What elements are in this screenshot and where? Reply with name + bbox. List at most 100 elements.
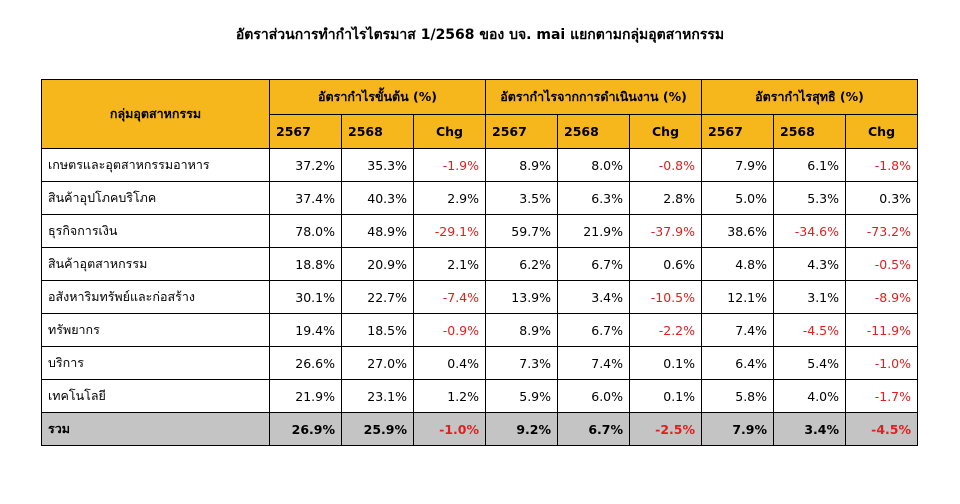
value-cell: -1.0% [412, 412, 487, 446]
value-cell: 9.2% [485, 412, 559, 446]
value-cell: 18.5% [341, 313, 414, 347]
value-cell: 12.1% [701, 280, 775, 314]
value-cell: 20.9% [341, 247, 414, 281]
value-cell: 5.0% [701, 181, 775, 215]
value-cell: 6.1% [773, 148, 847, 182]
value-cell: 5.9% [485, 379, 559, 413]
value-cell: -1.9% [412, 148, 487, 182]
value-cell: 5.8% [701, 379, 775, 413]
value-cell: 6.7% [557, 247, 631, 281]
table-row: สินค้าอุตสาหกรรม 18.8% 20.9% 2.1% 6.2% 6.7% 0.… [41, 247, 919, 281]
value-cell: -2.5% [629, 412, 703, 446]
value-cell: 1.2% [412, 379, 487, 413]
value-cell: -0.9% [412, 313, 487, 347]
value-cell: -4.5% [773, 313, 847, 347]
value-cell: 21.9% [557, 214, 631, 248]
value-cell: 37.2% [269, 148, 342, 182]
operating-margin-header: อัตรากำไรจากการดำเนินงาน (%) [485, 79, 703, 115]
year-header: 2567 [701, 114, 775, 149]
value-cell: -1.7% [845, 379, 919, 413]
year-header: 2567 [485, 114, 559, 149]
industry-name-cell: สินค้าอุปโภคบริโภค [41, 181, 270, 215]
value-cell: 6.3% [557, 181, 631, 215]
value-cell: -2.2% [629, 313, 703, 347]
value-cell: 19.4% [269, 313, 342, 347]
value-cell: 5.4% [773, 346, 847, 380]
value-cell: 48.9% [341, 214, 414, 248]
industry-column-header: กลุ่มอุตสาหกรรม [41, 79, 270, 149]
table-row: เทคโนโลยี 21.9% 23.1% 1.2% 5.9% 6.0% 0.1% 5.8% 4… [41, 379, 919, 413]
industry-name-cell: ธุรกิจการเงิน [41, 214, 270, 248]
table-row: อสังหาริมทรัพย์และก่อสร้าง 30.1% 22.7% -7.4… [41, 280, 919, 314]
value-cell: 2.8% [629, 181, 703, 215]
page-title: อัตราส่วนการทำกำไรไตรมาส 1/2568 ของ บจ. … [235, 27, 725, 43]
value-cell: 30.1% [269, 280, 342, 314]
industry-name-cell: ทรัพยากร [41, 313, 270, 347]
year-header: 2568 [773, 114, 847, 149]
industry-name-cell: รวม [41, 412, 270, 446]
value-cell: 0.3% [845, 181, 919, 215]
header-row-years: 2567 2568 Chg 2567 2568 Chg 2567 2568 Ch… [42, 114, 919, 149]
value-cell: 0.1% [629, 379, 703, 413]
value-cell: 13.9% [485, 280, 559, 314]
table-body: เกษตรและอุตสาหกรรมอาหาร 37.2% 35.3% -1.9% 8.… [41, 148, 919, 446]
table-row: สินค้าอุปโภคบริโภค 37.4% 40.3% 2.9% 3.5% 6.3%… [41, 181, 919, 215]
value-cell: 78.0% [269, 214, 342, 248]
value-cell: -1.0% [845, 346, 919, 380]
value-cell: 27.0% [341, 346, 414, 380]
value-cell: 2.1% [412, 247, 487, 281]
industry-name-cell: บริการ [41, 346, 270, 380]
value-cell: 3.4% [557, 280, 631, 314]
value-cell: 0.6% [629, 247, 703, 281]
gross-margin-header: อัตรากำไรขั้นต้น (%) [268, 79, 487, 115]
value-cell: 4.3% [773, 247, 847, 281]
net-margin-header: อัตรากำไรสุทธิ (%) [701, 79, 919, 115]
chg-header: Chg [845, 114, 919, 149]
value-cell: 7.3% [485, 346, 559, 380]
value-cell: -0.5% [845, 247, 919, 281]
value-cell: 8.0% [557, 148, 631, 182]
value-cell: 6.0% [557, 379, 631, 413]
year-header: 2568 [557, 114, 631, 149]
profitability-table: กลุ่มอุตสาหกรรม อัตรากำไรขั้นต้น (%) อัต… [41, 79, 919, 446]
value-cell: 18.8% [269, 247, 342, 281]
value-cell: 7.4% [557, 346, 631, 380]
industry-name-cell: เทคโนโลยี [41, 379, 270, 413]
value-cell: 4.8% [701, 247, 775, 281]
value-cell: -73.2% [845, 214, 919, 248]
value-cell: 40.3% [341, 181, 414, 215]
value-cell: 35.3% [341, 148, 414, 182]
value-cell: -10.5% [629, 280, 703, 314]
value-cell: -37.9% [629, 214, 703, 248]
value-cell: 5.3% [773, 181, 847, 215]
value-cell: -1.8% [845, 148, 919, 182]
value-cell: 37.4% [269, 181, 342, 215]
table-row: ธุรกิจการเงิน 78.0% 48.9% -29.1% 59.7% 21.9% -… [41, 214, 919, 248]
value-cell: 7.9% [701, 412, 775, 446]
value-cell: 4.0% [773, 379, 847, 413]
value-cell: 8.9% [485, 313, 559, 347]
header-row-groups: กลุ่มอุตสาหกรรม อัตรากำไรขั้นต้น (%) อัต… [41, 79, 919, 149]
value-cell: 2.9% [412, 181, 487, 215]
industry-name-cell: เกษตรและอุตสาหกรรมอาหาร [41, 148, 270, 182]
value-cell: -0.8% [629, 148, 703, 182]
table-row: เกษตรและอุตสาหกรรมอาหาร 37.2% 35.3% -1.9% 8.… [41, 148, 919, 182]
table-row: บริการ 26.6% 27.0% 0.4% 7.3% 7.4% 0.1% 6.4% 5.4%… [41, 346, 919, 380]
value-cell: 25.9% [341, 412, 414, 446]
year-header: 2567 [269, 114, 342, 149]
value-cell: 22.7% [341, 280, 414, 314]
value-cell: -11.9% [845, 313, 919, 347]
value-cell: 6.4% [701, 346, 775, 380]
value-cell: 26.6% [269, 346, 342, 380]
value-cell: 38.6% [701, 214, 775, 248]
table-row: ทรัพยากร 19.4% 18.5% -0.9% 8.9% 6.7% -2.2% 7.4%… [41, 313, 919, 347]
value-cell: 8.9% [485, 148, 559, 182]
value-cell: 6.7% [557, 412, 631, 446]
value-cell: 3.1% [773, 280, 847, 314]
chg-header: Chg [412, 114, 487, 149]
value-cell: -8.9% [845, 280, 919, 314]
value-cell: 6.7% [557, 313, 631, 347]
value-cell: 3.4% [773, 412, 847, 446]
value-cell: 7.9% [701, 148, 775, 182]
value-cell: 0.4% [412, 346, 487, 380]
